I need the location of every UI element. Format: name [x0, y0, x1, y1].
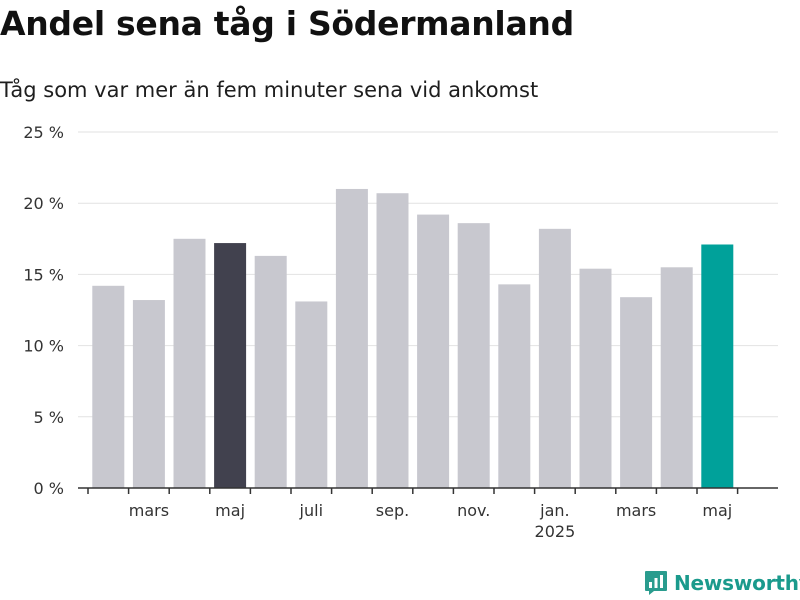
bar — [295, 301, 328, 488]
x-tick-label: mars — [129, 501, 169, 520]
x-axis: mars maj juli sep. nov. jan. 2025 mars maj — [78, 487, 778, 541]
bar — [457, 223, 490, 489]
x-tick-label: maj — [702, 501, 732, 520]
x-tick-label: nov. — [457, 501, 490, 520]
y-axis-labels: 0 % 5 % 10 % 15 % 20 % 25 % — [23, 123, 64, 498]
bar — [92, 285, 125, 488]
bar — [132, 300, 165, 488]
chart-title: Andel sena tåg i Södermanland — [0, 4, 574, 43]
bar — [538, 228, 571, 488]
x-tick-sublabel: 2025 — [535, 522, 576, 541]
x-tick-label: jan. — [539, 501, 569, 520]
newsworthy-logo-icon — [645, 571, 667, 595]
bar — [620, 297, 653, 488]
brand-name: Newsworthy — [674, 571, 800, 595]
y-tick-label: 10 % — [23, 337, 64, 356]
bars — [92, 188, 734, 489]
y-tick-label: 15 % — [23, 265, 64, 284]
x-tick-label: maj — [215, 501, 245, 520]
y-tick-label: 5 % — [34, 408, 64, 427]
x-tick-label: juli — [299, 501, 323, 520]
bar — [376, 193, 409, 488]
bar — [173, 238, 206, 488]
y-tick-label: 20 % — [23, 194, 64, 213]
bar — [579, 268, 612, 488]
brand-logo: Newsworthy — [644, 570, 800, 596]
x-tick-label: sep. — [376, 501, 409, 520]
y-tick-label: 25 % — [23, 123, 64, 142]
x-tick-label: mars — [616, 501, 656, 520]
bar — [701, 244, 734, 488]
bar — [214, 243, 247, 488]
bar — [335, 188, 368, 488]
bar — [417, 214, 450, 489]
bar — [660, 267, 693, 488]
chart-subtitle: Tåg som var mer än fem minuter sena vid … — [0, 78, 539, 102]
y-tick-label: 0 % — [34, 479, 64, 498]
bar — [254, 255, 287, 488]
bar — [498, 284, 531, 488]
